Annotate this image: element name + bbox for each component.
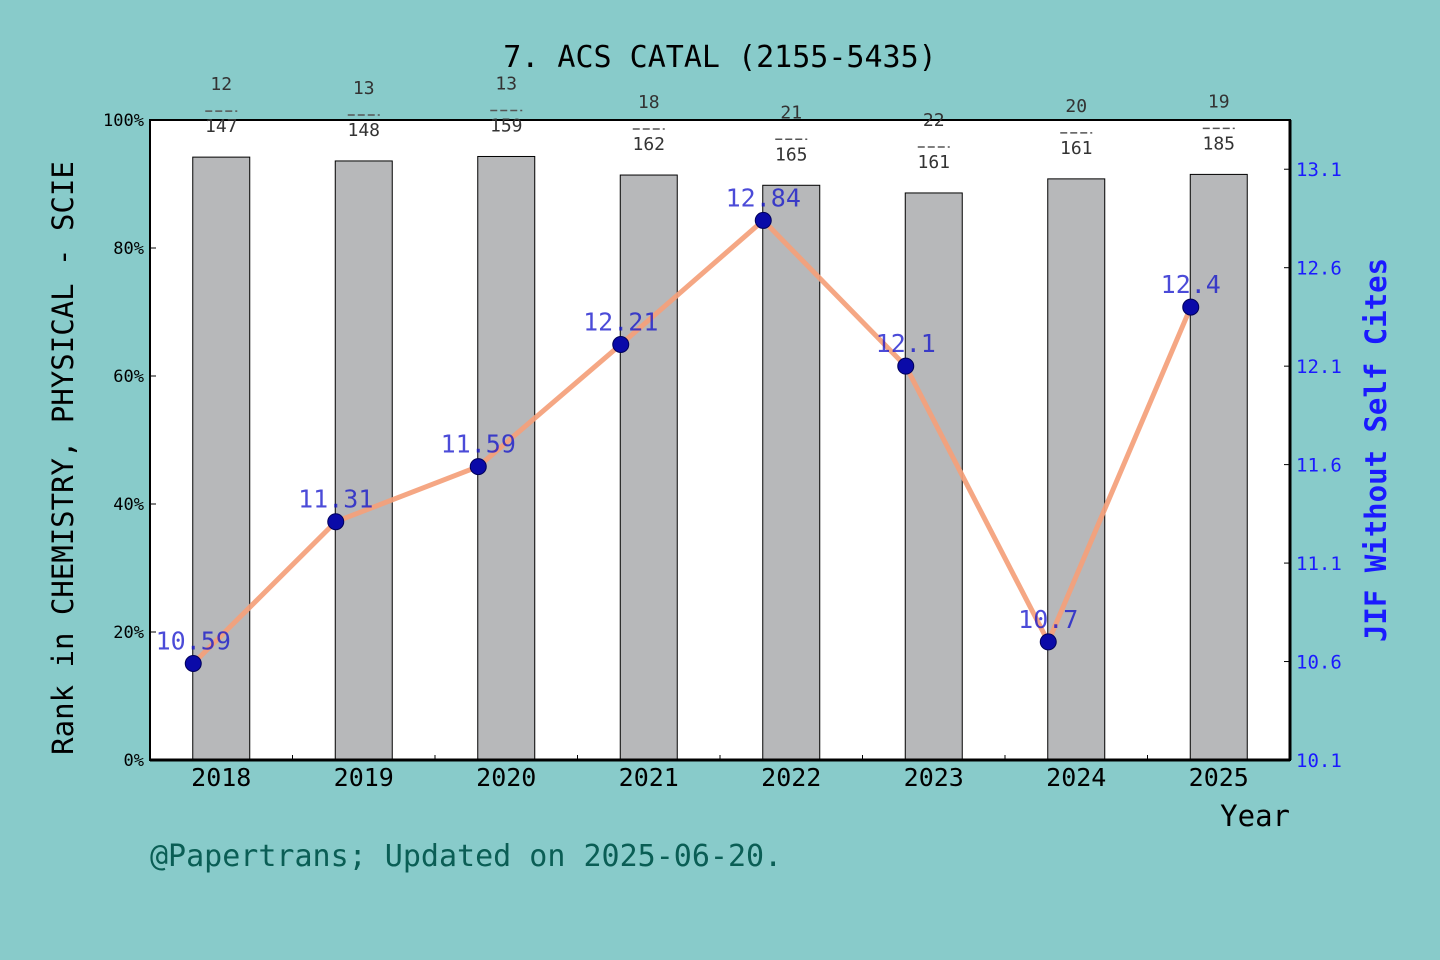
jif-value-label-2022: 12.84	[726, 183, 801, 212]
jif-value-label-2023: 12.1	[876, 329, 936, 358]
jif-point-2021	[612, 335, 630, 353]
x-tick-label-2020: 2020	[476, 763, 536, 792]
x-tick-label-2023: 2023	[904, 763, 964, 792]
right-tick-label: 10.1	[1296, 750, 1342, 772]
jif-value-label-2019: 11.31	[298, 485, 373, 514]
left-tick-label: 0%	[124, 751, 144, 771]
jif-point-2020	[469, 458, 487, 476]
bar-2024	[1047, 178, 1106, 761]
rank-denominator: 161	[1060, 138, 1093, 159]
rank-denominator: 162	[632, 134, 665, 155]
left-tick-label: 80%	[113, 239, 144, 259]
plot-area	[149, 119, 1291, 761]
jif-point-2023	[897, 357, 915, 375]
left-tick-label: 20%	[113, 623, 144, 643]
rank-denominator: 161	[917, 152, 950, 173]
bar-2025	[1189, 173, 1248, 761]
chart-title: 7. ACS CATAL (2155-5435)	[503, 40, 936, 75]
rank-numerator: 21	[780, 102, 802, 123]
x-tick-label-2025: 2025	[1189, 763, 1249, 792]
right-tick-label: 10.6	[1296, 652, 1342, 674]
y-axis-label: Rank in CHEMISTRY, PHYSICAL - SCIE	[46, 161, 80, 755]
x-tick-label-2018: 2018	[191, 763, 251, 792]
x-tick-label-2022: 2022	[761, 763, 821, 792]
x-tick-label-2024: 2024	[1046, 763, 1106, 792]
bars-layer	[192, 155, 1248, 761]
right-tick-label: 11.1	[1296, 553, 1342, 575]
rank-numerator: 13	[495, 73, 517, 94]
x-axis-ticks: 2018 2019 2020 2021 2022 2023 2024 2025	[191, 755, 1249, 792]
jif-line	[191, 217, 1194, 666]
rank-numerator: 13	[353, 78, 375, 99]
right-axis-ticks: 10.1 10.6 11.1 11.6 12.1 12.6 13.1	[1284, 159, 1342, 772]
rank-denominator: 185	[1202, 133, 1235, 154]
rank-denominator: 147	[205, 116, 238, 137]
footer-credit: @Papertrans; Updated on 2025-06-20.	[150, 839, 782, 874]
rank-numerator: 20	[1065, 96, 1087, 117]
bar-2018	[192, 156, 251, 761]
rank-numerator: 12	[210, 74, 232, 95]
x-tick-label-2019: 2019	[334, 763, 394, 792]
right-tick-label: 11.6	[1296, 455, 1342, 477]
jif-value-label-2025: 12.4	[1161, 270, 1221, 299]
jif-point-2024	[1039, 633, 1057, 651]
jif-value-label-2018: 10.59	[156, 627, 231, 656]
jif-point-2025	[1182, 298, 1200, 316]
right-tick-label: 13.1	[1296, 159, 1342, 181]
jif-value-label-2020: 11.59	[441, 430, 516, 459]
x-axis-label: Year	[1220, 799, 1290, 833]
y2-axis-label: JIF Without Self Cites	[1359, 258, 1393, 642]
line-layer: 10.59 11.31 11.59 12.21 12.84 12.1 10.7 12.4	[156, 183, 1221, 673]
bar-2023	[904, 192, 963, 761]
bar-2021	[619, 174, 678, 761]
right-tick-label: 12.1	[1296, 356, 1342, 378]
jif-value-label-2024: 10.7	[1018, 605, 1078, 634]
rank-numerator: 19	[1208, 91, 1230, 112]
rank-numerator: 22	[923, 110, 945, 131]
x-tick-label-2021: 2021	[619, 763, 679, 792]
rank-denominator: 159	[490, 115, 523, 136]
left-tick-label: 40%	[113, 495, 144, 515]
jif-point-2018	[184, 655, 202, 673]
left-tick-label: 100%	[103, 111, 144, 131]
bar-2019	[334, 160, 393, 761]
rank-denominator: 165	[775, 144, 808, 165]
left-tick-label: 60%	[113, 367, 144, 387]
jif-value-label-2021: 12.21	[583, 307, 658, 336]
rank-denominator: 148	[347, 120, 380, 141]
jif-point-2019	[327, 513, 345, 531]
jif-point-2022	[754, 211, 772, 229]
right-tick-label: 12.6	[1296, 258, 1342, 280]
rank-numerator: 18	[638, 92, 660, 113]
left-axis-ticks: 0% 20% 40% 60% 80% 100%	[103, 111, 156, 771]
rank-labels-layer: 12 147 13 148 13 159 18 162 21 165 22 161 20 161 19 185	[205, 73, 1235, 172]
